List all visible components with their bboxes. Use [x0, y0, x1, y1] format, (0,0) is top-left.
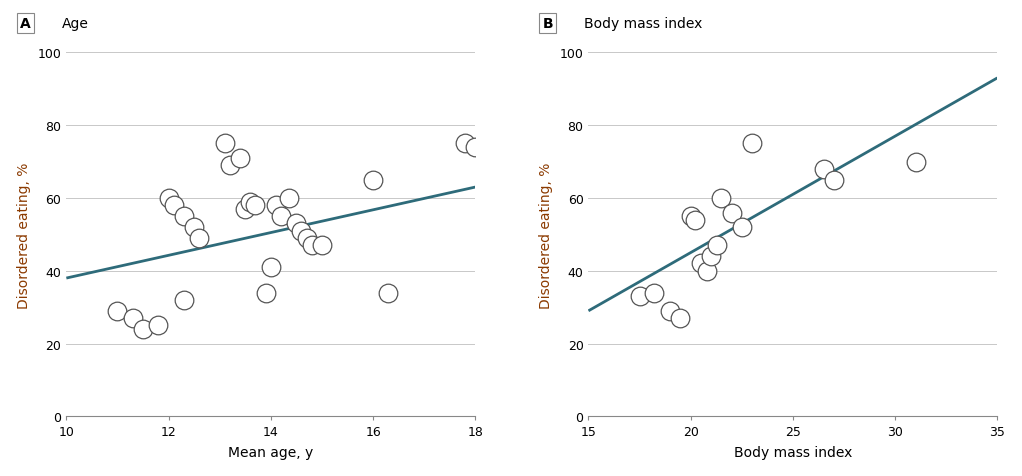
Point [380, 289, 397, 297]
Point [280, 195, 296, 202]
Point [288, 220, 305, 228]
Point [693, 260, 709, 268]
Point [314, 242, 330, 249]
Point [125, 315, 141, 322]
Point [237, 206, 253, 213]
Text: Age: Age [62, 17, 89, 31]
Point [703, 253, 719, 260]
Point [258, 289, 274, 297]
Point [672, 315, 689, 322]
X-axis label: Mean age, y: Mean age, y [228, 446, 314, 459]
Text: A: A [20, 17, 31, 31]
Point [683, 213, 699, 220]
Point [273, 213, 289, 220]
Point [186, 224, 202, 231]
Point [247, 202, 264, 209]
Point [744, 140, 760, 148]
Point [109, 307, 126, 315]
Point [176, 213, 192, 220]
Point [816, 166, 832, 173]
Point [191, 235, 207, 242]
Point [687, 217, 703, 224]
Point [166, 202, 182, 209]
Point [457, 140, 473, 148]
Text: B: B [543, 17, 553, 31]
Point [734, 224, 750, 231]
Point [365, 177, 381, 184]
Point [724, 209, 740, 217]
X-axis label: Body mass index: Body mass index [734, 446, 852, 459]
Point [268, 202, 284, 209]
Point [217, 140, 233, 148]
Text: Body mass index: Body mass index [585, 17, 703, 31]
Point [713, 195, 730, 202]
Point [222, 162, 238, 169]
Point [662, 307, 679, 315]
Point [160, 195, 177, 202]
Point [632, 293, 648, 300]
Point [176, 297, 192, 304]
Point [826, 177, 842, 184]
Point [709, 242, 726, 249]
Point [293, 228, 310, 235]
Y-axis label: Disordered eating, %: Disordered eating, % [16, 162, 31, 308]
Y-axis label: Disordered eating, %: Disordered eating, % [539, 162, 553, 308]
Point [467, 144, 483, 151]
Point [908, 159, 924, 166]
Point [135, 326, 151, 333]
Point [304, 242, 320, 249]
Point [646, 289, 662, 297]
Point [298, 235, 315, 242]
Point [232, 155, 248, 162]
Point [150, 322, 167, 329]
Point [263, 264, 279, 271]
Point [699, 268, 715, 275]
Point [242, 198, 259, 206]
